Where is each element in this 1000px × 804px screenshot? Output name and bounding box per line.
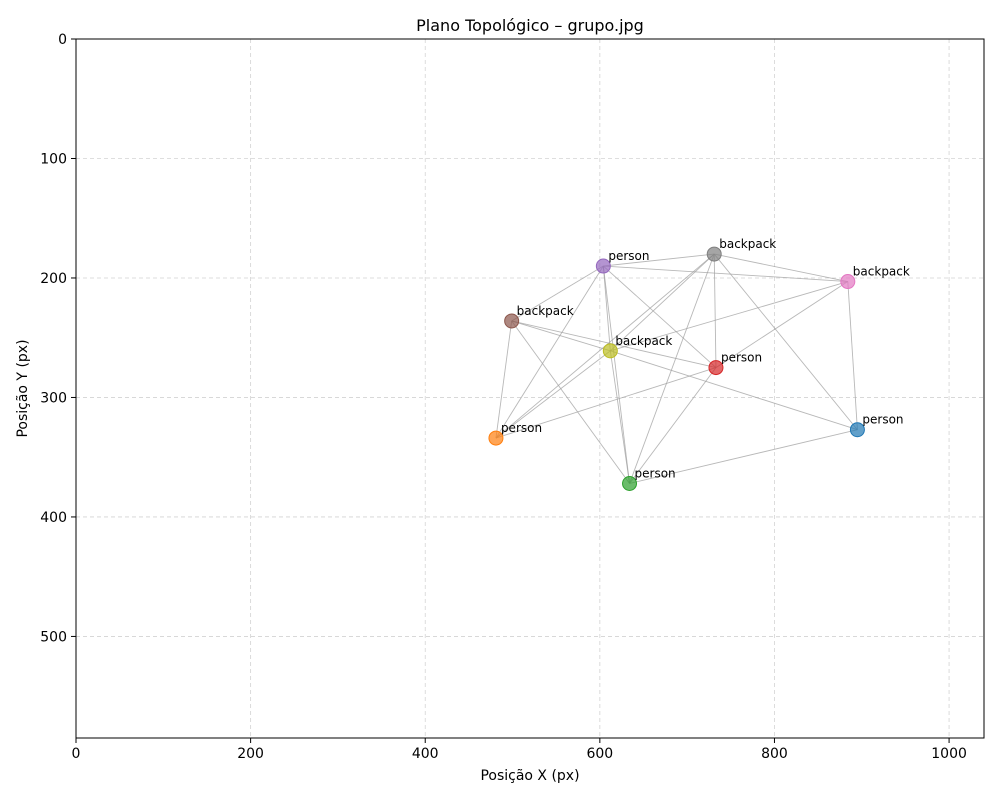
edge-line xyxy=(715,281,849,368)
y-tick-label: 300 xyxy=(40,390,67,406)
y-tick-label: 400 xyxy=(40,510,67,526)
x-tick-label: 600 xyxy=(586,746,613,762)
x-tick-label: 1000 xyxy=(931,746,967,762)
edge-line xyxy=(511,320,630,484)
point-label: person xyxy=(862,413,903,427)
edge-layer xyxy=(495,253,858,484)
edge-line xyxy=(610,350,858,431)
point-label: backpack xyxy=(517,304,574,318)
edge-line xyxy=(495,367,717,439)
y-tick-label: 100 xyxy=(40,151,67,167)
y-tick-label: 200 xyxy=(40,271,67,287)
x-tick-label: 800 xyxy=(761,746,788,762)
edge-line xyxy=(603,253,715,267)
point-label: person xyxy=(721,351,762,365)
edge-line xyxy=(603,265,717,368)
edge-line xyxy=(511,320,611,352)
data-point xyxy=(488,430,504,446)
data-point xyxy=(595,258,611,274)
edge-line xyxy=(495,320,513,439)
y-axis-label: Posição Y (px) xyxy=(15,339,31,437)
plot-frame xyxy=(75,38,985,739)
edge-line xyxy=(495,265,604,439)
chart-title: Plano Topológico – grupo.jpg xyxy=(416,16,644,35)
data-point xyxy=(602,343,618,359)
data-point xyxy=(706,246,722,262)
edge-line xyxy=(714,253,848,282)
x-tick-label: 400 xyxy=(412,746,439,762)
edge-line xyxy=(602,265,611,351)
x-axis-label: Posição X (px) xyxy=(480,768,579,784)
x-tick-label: 200 xyxy=(237,746,264,762)
edge-line xyxy=(602,265,630,484)
edge-line xyxy=(610,253,715,352)
y-tick-label: 500 xyxy=(40,629,67,645)
grid-layer xyxy=(75,38,984,738)
point-layer xyxy=(488,246,865,491)
edge-line xyxy=(629,253,715,484)
data-point xyxy=(622,475,638,491)
point-label: backpack xyxy=(615,334,672,348)
tick-layer: 0 200 400 600 800 1000 0 100 200 300 400 500 xyxy=(40,32,967,762)
point-label: backpack xyxy=(719,237,776,251)
edge-line xyxy=(609,350,630,484)
point-label: person xyxy=(608,249,649,263)
edge-line xyxy=(847,281,858,430)
data-point xyxy=(849,422,865,438)
edge-line xyxy=(713,254,717,368)
edge-line xyxy=(603,265,848,283)
point-label: backpack xyxy=(853,265,910,279)
edge-line xyxy=(713,253,858,431)
point-label: person xyxy=(501,421,542,435)
data-point xyxy=(840,274,856,290)
edge-line xyxy=(610,281,848,352)
label-layer: person person person person person backpack ba… xyxy=(501,237,910,480)
edge-line xyxy=(495,350,611,439)
y-tick-label: 0 xyxy=(58,32,67,48)
x-tick-label: 0 xyxy=(72,746,81,762)
edge-line xyxy=(629,429,858,484)
data-point xyxy=(708,360,724,376)
point-label: person xyxy=(635,466,676,480)
edge-line xyxy=(629,367,717,484)
data-point xyxy=(504,313,520,329)
edge-line xyxy=(511,265,604,322)
